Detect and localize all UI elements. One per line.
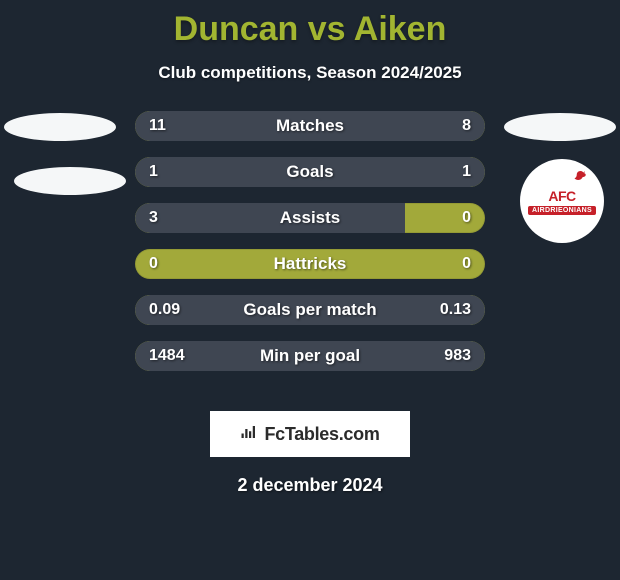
stat-value-left: 0.09 <box>149 301 180 319</box>
stat-row-goals-per-match: 0.09 Goals per match 0.13 <box>135 295 485 325</box>
stat-row-assists: 3 Assists 0 <box>135 203 485 233</box>
badge-ribbon-text: AIRDRIEONIANS <box>528 206 596 215</box>
stat-value-right: 0.13 <box>440 301 471 319</box>
stat-value-left: 1 <box>149 163 158 181</box>
stat-value-right: 983 <box>444 347 471 365</box>
stat-fill-right <box>310 157 485 187</box>
club-badge: AFC AIRDRIEONIANS <box>520 159 604 243</box>
stats-area: AFC AIRDRIEONIANS 11 Matches 8 1 Goals 1 <box>0 111 620 401</box>
player-right-silhouette-head <box>504 113 616 141</box>
rooster-icon <box>570 165 588 187</box>
chart-icon <box>240 424 258 445</box>
stat-row-matches: 11 Matches 8 <box>135 111 485 141</box>
watermark: FcTables.com <box>210 411 410 457</box>
player-left-silhouette-head <box>4 113 116 141</box>
stat-value-left: 0 <box>149 255 158 273</box>
infographic-container: Duncan vs Aiken Club competitions, Seaso… <box>0 0 620 580</box>
stat-value-right: 0 <box>462 255 471 273</box>
stat-row-min-per-goal: 1484 Min per goal 983 <box>135 341 485 371</box>
watermark-text: FcTables.com <box>264 424 379 445</box>
stat-fill-left <box>135 157 310 187</box>
stat-value-left: 1484 <box>149 347 185 365</box>
stat-bars: 11 Matches 8 1 Goals 1 3 Assists 0 <box>135 111 485 387</box>
date-text: 2 december 2024 <box>0 475 620 496</box>
stat-row-hattricks: 0 Hattricks 0 <box>135 249 485 279</box>
stat-fill-left <box>135 203 405 233</box>
stat-value-left: 11 <box>149 117 166 135</box>
stat-label: Goals per match <box>243 300 376 320</box>
stat-label: Goals <box>286 162 333 182</box>
stat-label: Assists <box>280 208 340 228</box>
stat-value-left: 3 <box>149 209 158 227</box>
page-subtitle: Club competitions, Season 2024/2025 <box>0 63 620 83</box>
page-title: Duncan vs Aiken <box>0 0 620 49</box>
stat-value-right: 1 <box>462 163 471 181</box>
badge-afc-text: AFC <box>548 188 575 204</box>
stat-value-right: 0 <box>462 209 471 227</box>
stat-label: Matches <box>276 116 344 136</box>
stat-value-right: 8 <box>462 117 471 135</box>
player-left-silhouette-body <box>14 167 126 195</box>
stat-row-goals: 1 Goals 1 <box>135 157 485 187</box>
stat-label: Hattricks <box>274 254 347 274</box>
stat-label: Min per goal <box>260 346 360 366</box>
